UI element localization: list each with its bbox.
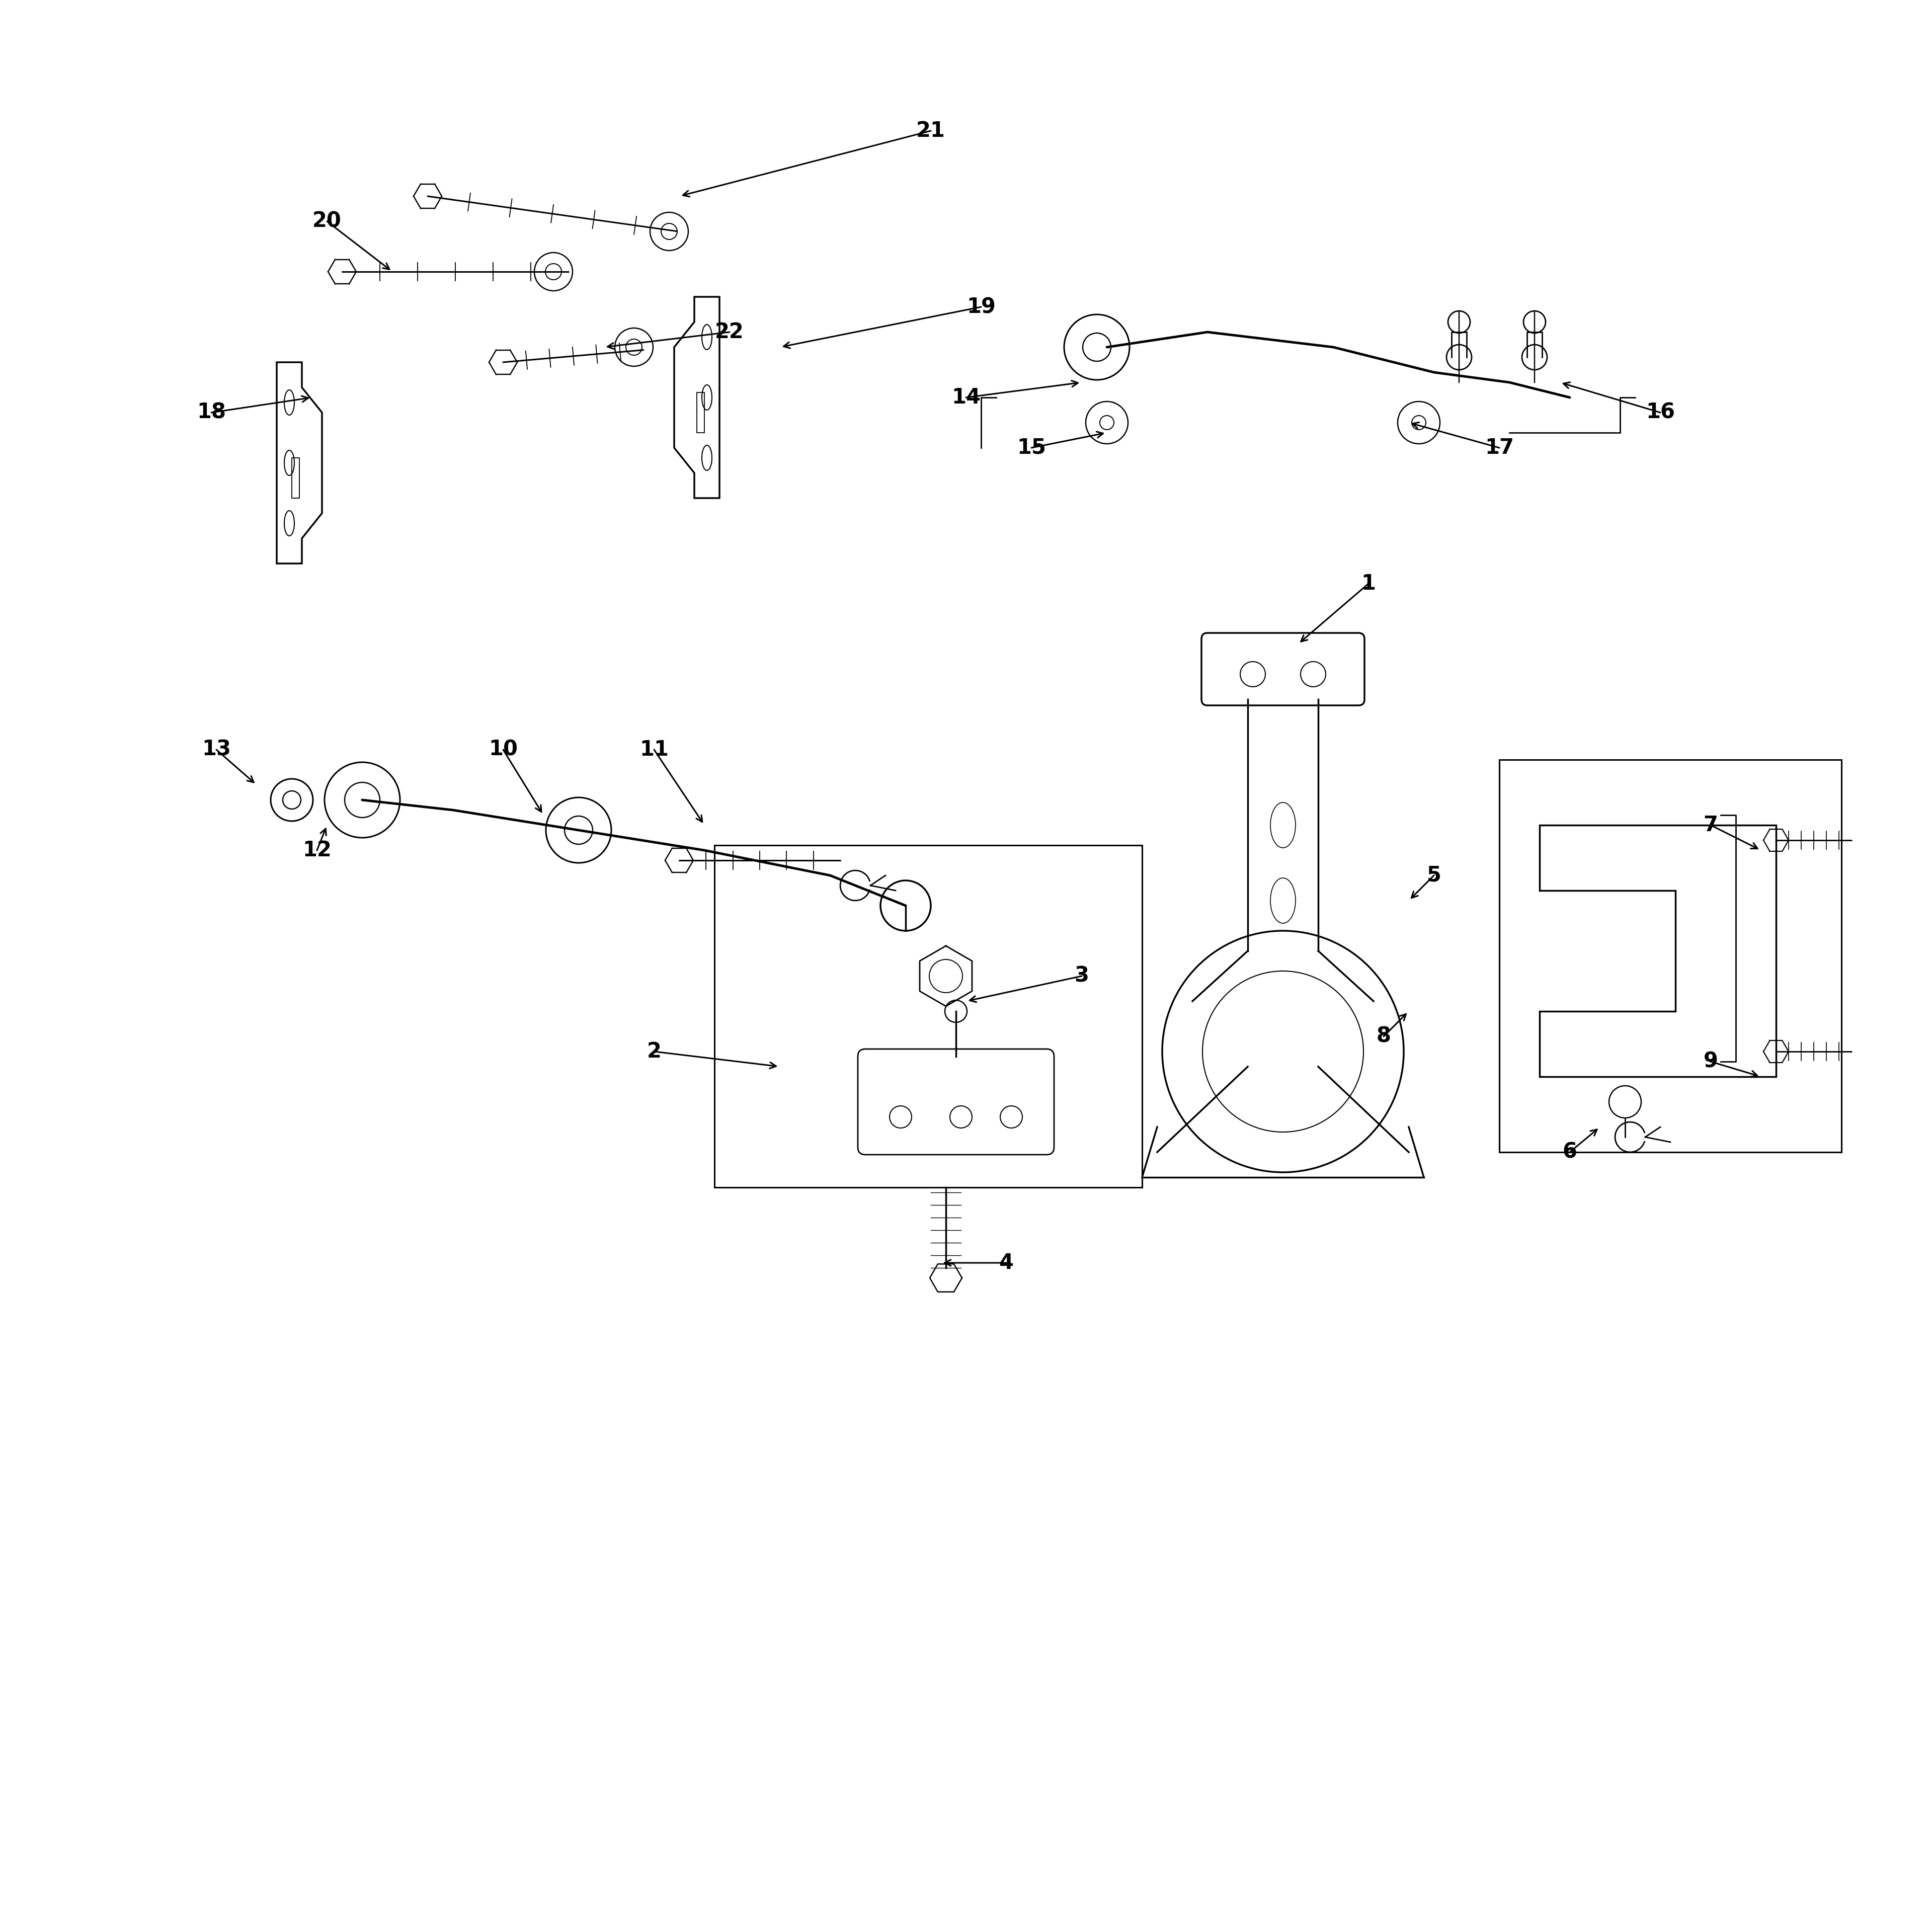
Text: 17: 17 [1484,437,1515,458]
Bar [697,392,705,433]
Text: 2: 2 [647,1041,661,1063]
Text: 20: 20 [313,211,342,232]
Text: 21: 21 [916,120,945,141]
Text: 13: 13 [201,740,232,759]
Text: 10: 10 [489,740,518,759]
Text: 16: 16 [1646,402,1675,423]
Bar [1499,759,1841,1151]
Text: 22: 22 [715,321,744,342]
Text: 14: 14 [951,386,981,408]
Text: 8: 8 [1376,1026,1391,1047]
Text: 15: 15 [1016,437,1045,458]
Text: 6: 6 [1563,1142,1577,1163]
Text: 18: 18 [197,402,226,423]
Text: 7: 7 [1704,815,1718,837]
Bar [292,458,299,498]
Text: 9: 9 [1704,1051,1718,1072]
Text: 5: 5 [1426,866,1441,887]
Text: 11: 11 [639,740,668,759]
Text: 4: 4 [999,1252,1014,1273]
Bar [715,846,1142,1188]
Text: 19: 19 [966,296,995,317]
Text: 3: 3 [1074,966,1090,987]
Text: 1: 1 [1362,574,1376,595]
Text: 12: 12 [303,840,332,862]
